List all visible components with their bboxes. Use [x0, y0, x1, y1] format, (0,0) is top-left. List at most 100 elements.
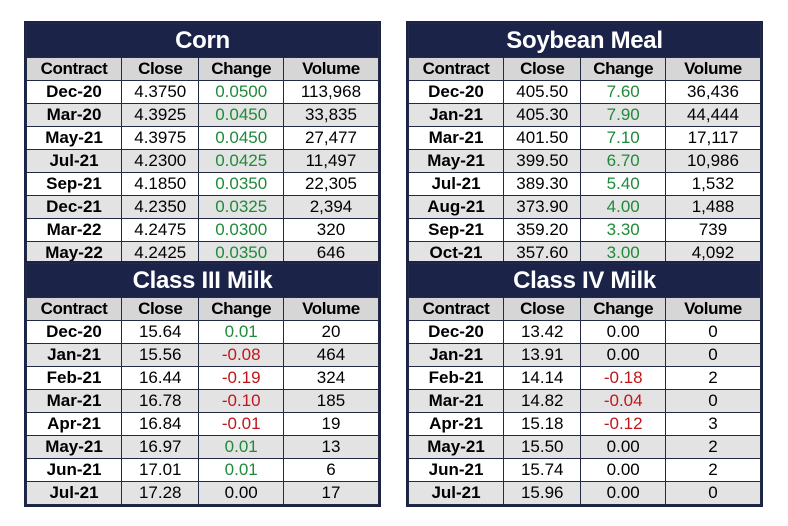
change-cell: 3.00 [580, 241, 666, 265]
change-cell: 7.10 [580, 126, 666, 150]
change-cell: 0.0500 [198, 80, 284, 104]
volume-cell: 17 [282, 481, 380, 505]
close-cell: 17.01 [121, 458, 200, 482]
contract-cell: Dec-20 [407, 320, 505, 344]
contract-cell: Jul-21 [25, 481, 123, 505]
volume-cell: 19 [282, 412, 380, 436]
contract-cell: Jul-21 [25, 149, 123, 173]
contract-cell: Dec-20 [407, 80, 505, 104]
contract-cell: Apr-21 [25, 412, 123, 436]
contract-cell: May-21 [407, 149, 505, 173]
contract-cell: Mar-21 [407, 389, 505, 413]
change-cell: 0.0325 [198, 195, 284, 219]
close-cell: 14.14 [503, 366, 582, 390]
close-header: Close [503, 57, 582, 81]
table-row: Jul-21 389.30 5.40 1,532 [407, 172, 762, 196]
close-header: Close [121, 57, 200, 81]
close-cell: 17.28 [121, 481, 200, 505]
volume-cell: 0 [664, 481, 762, 505]
change-cell: 0.0300 [198, 218, 284, 242]
table-row: Feb-21 16.44 -0.19 324 [25, 366, 380, 390]
change-header: Change [580, 57, 666, 81]
change-header: Change [198, 57, 284, 81]
table-row: Apr-21 16.84 -0.01 19 [25, 412, 380, 436]
table-row: Jan-21 405.30 7.90 44,444 [407, 103, 762, 127]
close-cell: 13.91 [503, 343, 582, 367]
close-cell: 4.1850 [121, 172, 200, 196]
contract-header: Contract [25, 57, 123, 81]
close-cell: 389.30 [503, 172, 582, 196]
contract-header: Contract [25, 297, 123, 321]
contract-cell: May-21 [407, 435, 505, 459]
volume-cell: 13 [282, 435, 380, 459]
close-cell: 15.56 [121, 343, 200, 367]
close-cell: 405.50 [503, 80, 582, 104]
contract-cell: Mar-21 [25, 389, 123, 413]
volume-cell: 1,488 [664, 195, 762, 219]
change-cell: 0.0450 [198, 103, 284, 127]
volume-cell: 113,968 [282, 80, 380, 104]
close-cell: 16.97 [121, 435, 200, 459]
volume-header: Volume [664, 57, 762, 81]
volume-cell: 2 [664, 458, 762, 482]
table-row: Mar-21 401.50 7.10 17,117 [407, 126, 762, 150]
volume-cell: 1,532 [664, 172, 762, 196]
change-cell: 7.60 [580, 80, 666, 104]
contract-cell: Aug-21 [407, 195, 505, 219]
change-cell: 6.70 [580, 149, 666, 173]
close-cell: 4.2300 [121, 149, 200, 173]
contract-cell: Mar-21 [407, 126, 505, 150]
table-row: Jun-21 15.74 0.00 2 [407, 458, 762, 482]
volume-cell: 185 [282, 389, 380, 413]
table-row: Jun-21 17.01 0.01 6 [25, 458, 380, 482]
table-row: Apr-21 15.18 -0.12 3 [407, 412, 762, 436]
contract-cell: Dec-21 [25, 195, 123, 219]
close-cell: 14.82 [503, 389, 582, 413]
table-title: Class III Milk [26, 263, 379, 298]
contract-cell: Mar-22 [25, 218, 123, 242]
contract-cell: Sep-21 [25, 172, 123, 196]
soybean-meal-table: Soybean Meal Contract Close Change Volume Dec… [407, 23, 762, 265]
volume-cell: 11,497 [282, 149, 380, 173]
volume-cell: 3 [664, 412, 762, 436]
contract-cell: Sep-21 [407, 218, 505, 242]
contract-cell: Jul-21 [407, 172, 505, 196]
contract-cell: Dec-20 [25, 80, 123, 104]
volume-cell: 36,436 [664, 80, 762, 104]
table-row: Mar-20 4.3925 0.0450 33,835 [25, 103, 380, 127]
change-cell: 0.0425 [198, 149, 284, 173]
change-cell: 7.90 [580, 103, 666, 127]
close-cell: 401.50 [503, 126, 582, 150]
contract-cell: Jun-21 [25, 458, 123, 482]
class-iv-milk-table: Class IV Milk Contract Close Change Volume De… [407, 263, 762, 505]
change-cell: -0.04 [580, 389, 666, 413]
table-row: Jul-21 4.2300 0.0425 11,497 [25, 149, 380, 173]
change-cell: 0.00 [198, 481, 284, 505]
change-cell: 0.01 [198, 320, 284, 344]
soybean-meal-panel: Soybean Meal Contract Close Change Volume Dec… [406, 21, 763, 267]
close-cell: 4.2475 [121, 218, 200, 242]
table-row: Jul-21 17.28 0.00 17 [25, 481, 380, 505]
contract-cell: Apr-21 [407, 412, 505, 436]
volume-cell: 0 [664, 320, 762, 344]
close-header: Close [121, 297, 200, 321]
change-cell: -0.12 [580, 412, 666, 436]
close-cell: 15.74 [503, 458, 582, 482]
volume-cell: 22,305 [282, 172, 380, 196]
table-row: May-21 15.50 0.00 2 [407, 435, 762, 459]
contract-cell: Feb-21 [407, 366, 505, 390]
contract-cell: May-22 [25, 241, 123, 265]
change-header: Change [198, 297, 284, 321]
volume-cell: 2,394 [282, 195, 380, 219]
close-cell: 15.18 [503, 412, 582, 436]
volume-header: Volume [282, 57, 380, 81]
contract-header: Contract [407, 57, 505, 81]
table-row: Dec-21 4.2350 0.0325 2,394 [25, 195, 380, 219]
corn-panel: Corn Contract Close Change Volume Dec-20 4.375… [24, 21, 381, 267]
contract-cell: Feb-21 [25, 366, 123, 390]
change-cell: 0.00 [580, 343, 666, 367]
corn-table: Corn Contract Close Change Volume Dec-20 4.375… [25, 23, 380, 265]
table-title: Class IV Milk [408, 263, 761, 298]
change-cell: -0.08 [198, 343, 284, 367]
table-row: May-21 399.50 6.70 10,986 [407, 149, 762, 173]
